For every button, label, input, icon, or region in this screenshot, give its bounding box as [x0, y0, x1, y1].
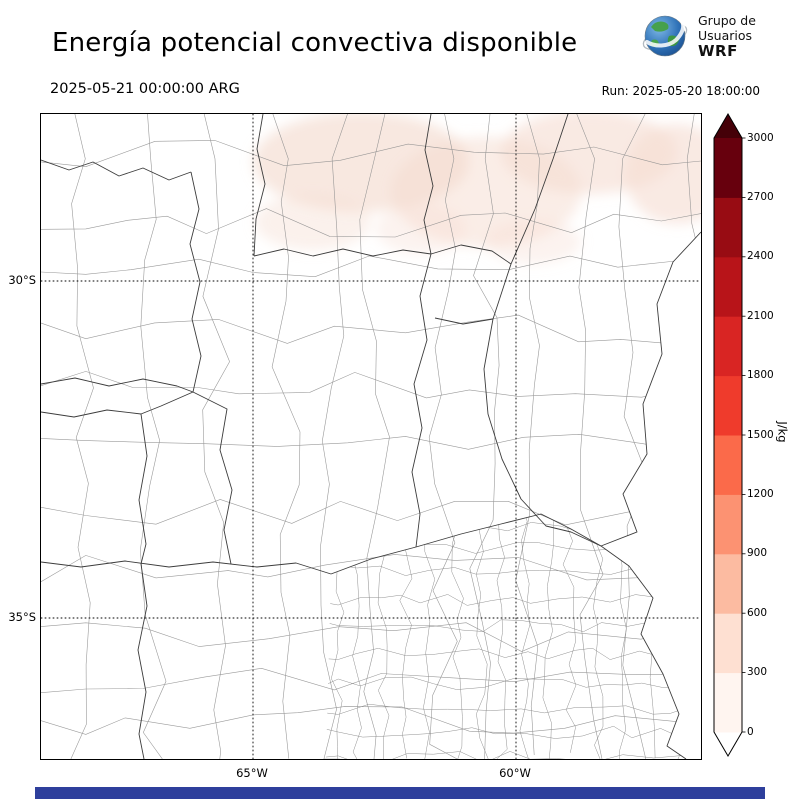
colorbar-tick-label: 1200: [747, 487, 774, 500]
colorbar-tick-label: 1800: [747, 369, 774, 382]
colorbar-tick-label: 2100: [747, 309, 774, 322]
colorbar-tick-label: 900: [747, 547, 768, 560]
logo-text-line1: Grupo de: [698, 13, 756, 28]
logo-text: Grupo de Usuarios WRF: [698, 13, 756, 59]
colorbar-tick-label: 0: [747, 725, 754, 738]
province-borders: [40, 113, 702, 760]
wrf-logo: Grupo de Usuarios WRF: [641, 12, 756, 60]
logo-text-line2: Usuarios: [698, 28, 753, 43]
run-time-label: Run: 2025-05-20 18:00:00: [601, 84, 760, 98]
footer-bar: [35, 787, 765, 799]
logo-text-wrf: WRF: [698, 42, 738, 60]
colorbar-tick-label: 600: [747, 606, 768, 619]
map-canvas: [40, 110, 729, 760]
valid-time-label: 2025-05-21 00:00:00 ARG: [50, 81, 240, 97]
colorbar-tick-label: 1500: [747, 428, 774, 441]
page-title: Energía potencial convectiva disponible: [52, 28, 578, 58]
colorbar: [713, 113, 746, 757]
colorbar-unit-label: J/kg: [775, 421, 790, 443]
department-borders: [41, 114, 701, 759]
colorbar-tick-label: 300: [747, 666, 768, 679]
lat-tick-label-35s: 35°S: [8, 610, 36, 624]
lon-tick-label-65w: 65°W: [236, 766, 268, 780]
colorbar-tick-label: 2400: [747, 250, 774, 263]
lat-tick-label-30s: 30°S: [8, 273, 36, 287]
lon-tick-label-60w: 60°W: [499, 766, 531, 780]
coastline: [600, 545, 687, 760]
colorbar-tick-label: 2700: [747, 190, 774, 203]
map-frame: [40, 110, 729, 760]
globe-icon: [642, 15, 688, 57]
colorbar-tick-label: 3000: [747, 131, 774, 144]
